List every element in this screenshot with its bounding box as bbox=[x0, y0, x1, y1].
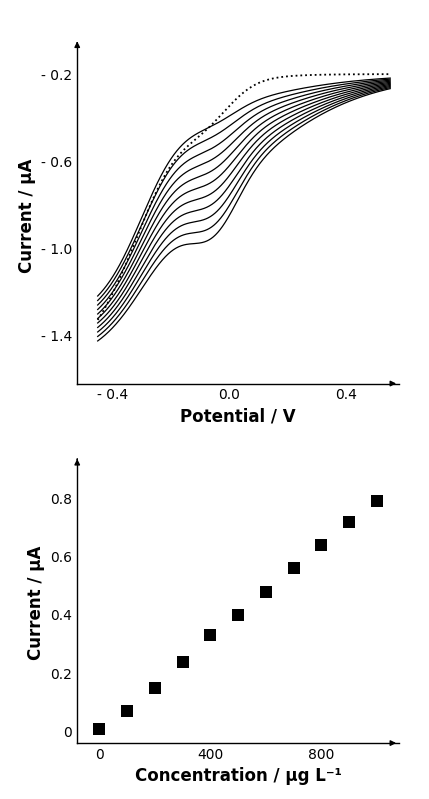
Point bbox=[179, 655, 186, 668]
Point bbox=[346, 515, 353, 528]
Point bbox=[318, 539, 325, 551]
X-axis label: Concentration / μg L⁻¹: Concentration / μg L⁻¹ bbox=[135, 768, 341, 785]
Point bbox=[373, 495, 380, 507]
Y-axis label: Current / μA: Current / μA bbox=[18, 158, 36, 273]
Point bbox=[290, 562, 297, 574]
Y-axis label: Current / μA: Current / μA bbox=[27, 546, 45, 661]
Point bbox=[207, 629, 214, 642]
Point bbox=[263, 585, 269, 598]
Point bbox=[96, 722, 103, 735]
X-axis label: Potential / V: Potential / V bbox=[180, 408, 296, 426]
Point bbox=[235, 609, 242, 622]
Point bbox=[151, 682, 158, 694]
Point bbox=[124, 705, 130, 718]
